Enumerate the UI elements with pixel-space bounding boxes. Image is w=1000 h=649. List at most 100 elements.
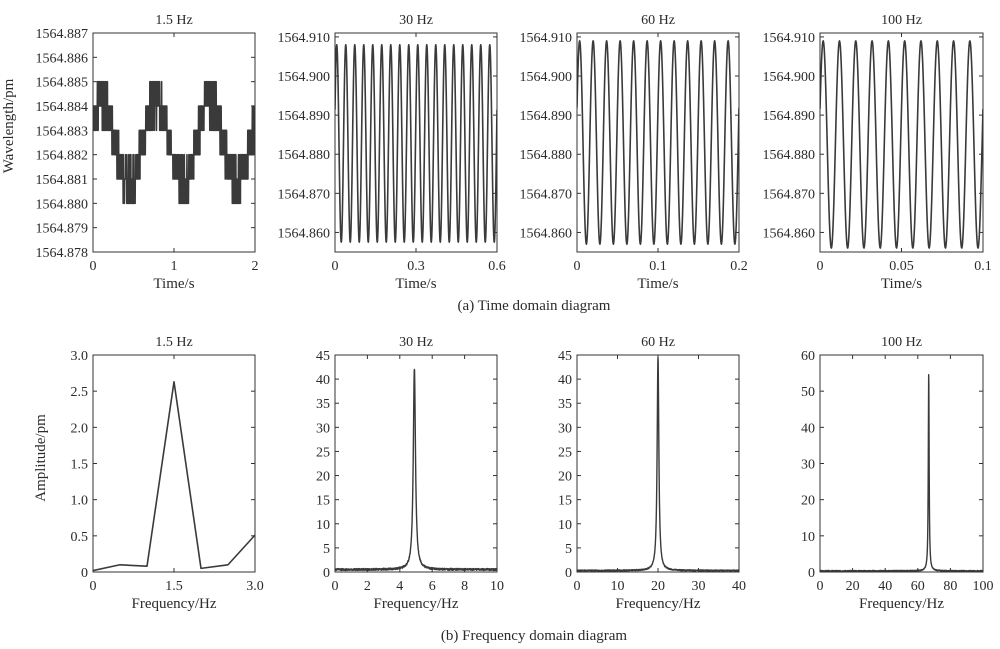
- y-tick-label: 20: [316, 470, 330, 485]
- x-tick-label: 4: [396, 579, 403, 594]
- y-tick-label: 1564.884: [36, 100, 89, 115]
- y-tick-label: 30: [801, 458, 815, 473]
- y-tick-label: 0: [323, 566, 330, 581]
- y-tick-label: 1564.910: [278, 31, 331, 46]
- y-tick-label: 1564.860: [520, 226, 573, 241]
- plot-frame: [334, 32, 498, 253]
- series-group: [335, 44, 497, 243]
- subplot-title: 100 Hz: [881, 13, 922, 28]
- y-tick-label: 1564.881: [36, 173, 89, 188]
- y-tick-label: 1564.878: [36, 246, 89, 261]
- subplot-time-1: 1.5 Hz Time/s 1564.878 1564.879 1564.880 1564…: [36, 13, 259, 292]
- y-tick-label: 1564.870: [278, 187, 331, 202]
- subplot-time-2: 30 Hz Time/s 1564.860 1564.870 1564.880 1564.…: [278, 13, 506, 292]
- subplot-frequency-3: 60 Hz Frequency/Hz 0 5 10 15 20 25 30 35 40 45 0 10 20…: [558, 335, 746, 612]
- y-tick-label: 1564.890: [763, 109, 816, 124]
- series-line: [93, 380, 255, 572]
- x-tick-label: 40: [878, 579, 892, 594]
- x-tick-label: 60: [911, 579, 925, 594]
- subplot-frequency-2: 30 Hz Frequency/Hz 0 5 10 15 20 25 30 35 40 45 0 2 4 6 8…: [316, 335, 504, 612]
- series-line: [577, 356, 739, 572]
- y-tick-label: 0: [565, 566, 572, 581]
- y-tick-label: 35: [558, 397, 572, 412]
- x-tick-label: 0: [574, 259, 581, 274]
- y-tick-label: 40: [316, 373, 330, 388]
- x-tick-label: 100: [973, 579, 994, 594]
- y-tick-label: 60: [801, 349, 815, 364]
- x-tick-label: 0.05: [889, 259, 914, 274]
- frequency-domain-ylabel: Amplitude/pm: [33, 414, 49, 502]
- series-group: [820, 40, 983, 249]
- x-tick-label: 10: [490, 579, 504, 594]
- x-tick-label: 20: [846, 579, 860, 594]
- y-tick-label: 30: [558, 421, 572, 436]
- plots-container: 1.5 Hz Time/s 1564.878 1564.879 1564.880 1564…: [36, 13, 994, 612]
- series-line: [335, 368, 497, 572]
- x-tick-label: 10: [611, 579, 625, 594]
- subplot-title: 30 Hz: [399, 13, 433, 28]
- x-axis-label: Time/s: [637, 276, 678, 292]
- y-tick-label: 40: [801, 421, 815, 436]
- y-tick-label: 10: [316, 518, 330, 533]
- x-tick-label: 1: [171, 259, 178, 274]
- subplot-title: 60 Hz: [641, 13, 675, 28]
- x-tick-label: 0: [817, 579, 824, 594]
- y-tick-label: 35: [316, 397, 330, 412]
- y-tick-label: 1.5: [71, 458, 89, 473]
- y-tick-label: 1564.900: [763, 70, 816, 85]
- y-tick-label: 0: [81, 566, 88, 581]
- series-group: [93, 80, 255, 205]
- y-tick-label: 2.0: [71, 421, 89, 436]
- x-tick-label: 0.1: [974, 259, 992, 274]
- plot-frame: [576, 32, 740, 253]
- subplot-time-4: 100 Hz Time/s 1564.860 1564.870 1564.880 1564…: [763, 13, 992, 292]
- y-tick-label: 25: [558, 445, 572, 460]
- x-tick-label: 20: [651, 579, 665, 594]
- x-tick-label: 0.6: [488, 259, 506, 274]
- y-tick-label: 1564.880: [278, 148, 331, 163]
- x-axis-label: Frequency/Hz: [616, 596, 701, 612]
- x-tick-label: 0: [574, 579, 581, 594]
- series-line: [93, 80, 255, 205]
- y-tick-label: 1564.887: [36, 27, 89, 42]
- subplot-frequency-1: 1.5 Hz Frequency/Hz 0 0.5 1.0 1.5 2.0 2.5 3.0 0 1.…: [71, 335, 264, 612]
- y-tick-label: 0: [808, 566, 815, 581]
- x-axis-label: Frequency/Hz: [374, 596, 459, 612]
- x-axis-label: Frequency/Hz: [859, 596, 944, 612]
- y-tick-label: 20: [801, 494, 815, 509]
- y-tick-label: 1564.883: [36, 124, 89, 139]
- y-tick-label: 10: [558, 518, 572, 533]
- x-tick-label: 80: [943, 579, 957, 594]
- y-tick-label: 1564.860: [763, 226, 816, 241]
- x-axis-label: Time/s: [881, 276, 922, 292]
- y-tick-label: 20: [558, 470, 572, 485]
- x-tick-label: 2: [252, 259, 259, 274]
- x-axis-label: Time/s: [395, 276, 436, 292]
- x-tick-label: 3.0: [246, 579, 264, 594]
- y-tick-label: 3.0: [71, 349, 89, 364]
- y-tick-label: 1.0: [71, 494, 89, 509]
- plot-frame: [92, 354, 256, 573]
- x-tick-label: 0: [332, 259, 339, 274]
- y-tick-label: 1564.879: [36, 222, 89, 237]
- y-tick-label: 5: [565, 542, 572, 557]
- subplot-frequency-4: 100 Hz Frequency/Hz 0 10 20 30 40 50 60 0 20 40 60 80…: [801, 335, 994, 612]
- subplot-title: 1.5 Hz: [155, 335, 192, 350]
- y-tick-label: 50: [801, 385, 815, 400]
- series-line: [820, 373, 983, 572]
- x-tick-label: 40: [732, 579, 746, 594]
- y-tick-label: 1564.880: [36, 197, 89, 212]
- subplot-title: 30 Hz: [399, 335, 433, 350]
- y-tick-label: 1564.910: [763, 31, 816, 46]
- time-domain-caption: (a) Time domain diagram: [458, 298, 611, 314]
- x-tick-label: 1.5: [165, 579, 183, 594]
- subplot-title: 1.5 Hz: [155, 13, 192, 28]
- y-tick-label: 1564.870: [763, 187, 816, 202]
- y-tick-label: 30: [316, 421, 330, 436]
- y-tick-label: 1564.870: [520, 187, 573, 202]
- y-tick-label: 1564.900: [278, 70, 331, 85]
- y-tick-label: 15: [316, 494, 330, 509]
- x-tick-label: 0: [90, 259, 97, 274]
- subplot-title: 100 Hz: [881, 335, 922, 350]
